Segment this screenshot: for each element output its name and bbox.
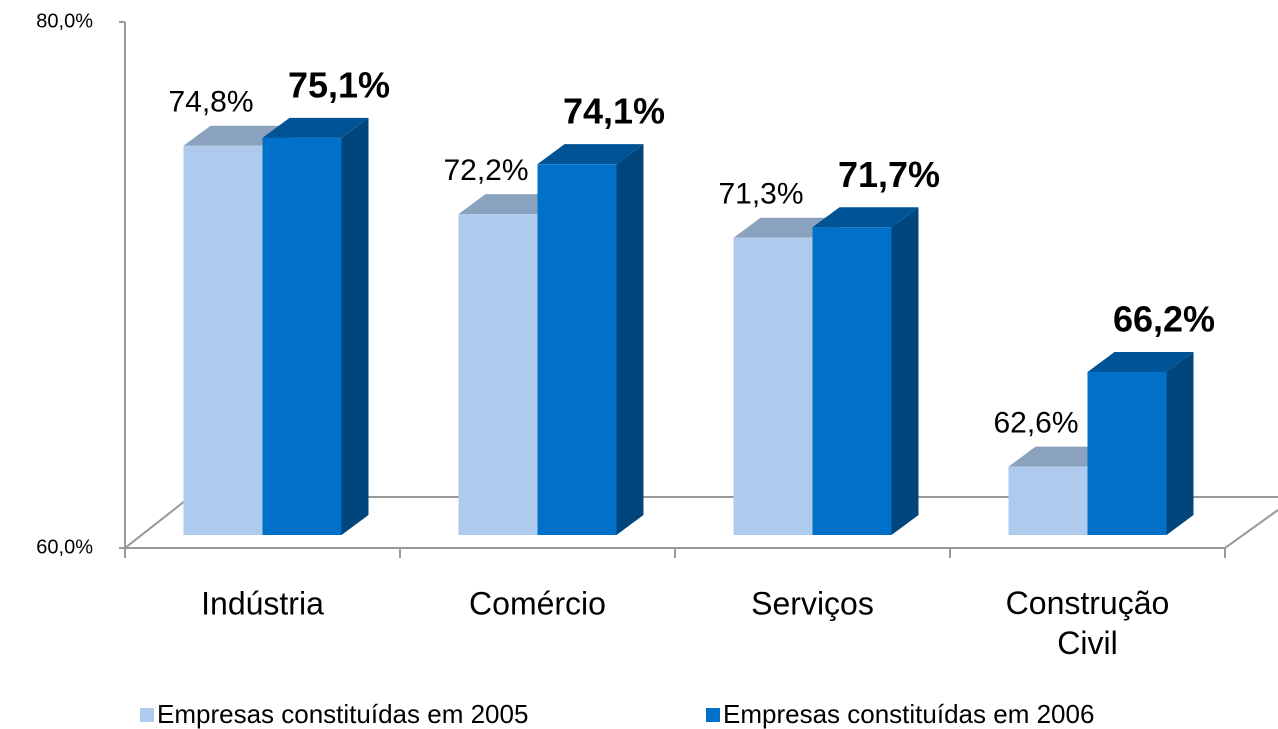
bar-side: [891, 207, 919, 536]
bar-side: [616, 144, 644, 536]
x-tick-label: Construção Civil: [1006, 585, 1170, 661]
bar: [262, 137, 342, 535]
bar: [1008, 466, 1088, 535]
x-tick-label-line: Civil: [1057, 625, 1117, 661]
bar: [183, 145, 263, 535]
legend-label: Empresas constituídas em 2005: [157, 699, 528, 729]
bar: [1087, 371, 1167, 535]
x-tick-label: Serviços: [751, 585, 874, 621]
bar-top: [1087, 351, 1194, 372]
y-tick-label: 80,0%: [36, 10, 93, 32]
bar: [812, 227, 892, 536]
bar-top: [262, 117, 369, 138]
y-tick-label: 60,0%: [36, 536, 93, 558]
x-tick-label-line: Construção: [1006, 585, 1170, 621]
legend-swatch: [140, 708, 154, 722]
value-label: 75,1%: [288, 64, 390, 105]
bar: [458, 214, 538, 535]
legend-label: Empresas constituídas em 2006: [723, 699, 1094, 729]
bar: [733, 237, 813, 535]
x-tick-label: Comércio: [469, 585, 606, 621]
value-label: 74,8%: [168, 86, 253, 119]
value-label: 71,7%: [838, 154, 940, 195]
value-label: 71,3%: [718, 178, 803, 211]
value-label: 72,2%: [443, 154, 528, 187]
bar-side: [341, 117, 369, 536]
value-label: 74,1%: [563, 91, 665, 132]
bar-side: [1166, 351, 1194, 535]
legend-swatch: [706, 708, 720, 722]
bar: [537, 164, 617, 536]
value-label: 62,6%: [993, 407, 1078, 440]
x-tick-label: Indústria: [201, 585, 324, 621]
bar-top: [537, 144, 644, 165]
bar-top: [812, 207, 919, 228]
value-label: 66,2%: [1113, 298, 1215, 339]
